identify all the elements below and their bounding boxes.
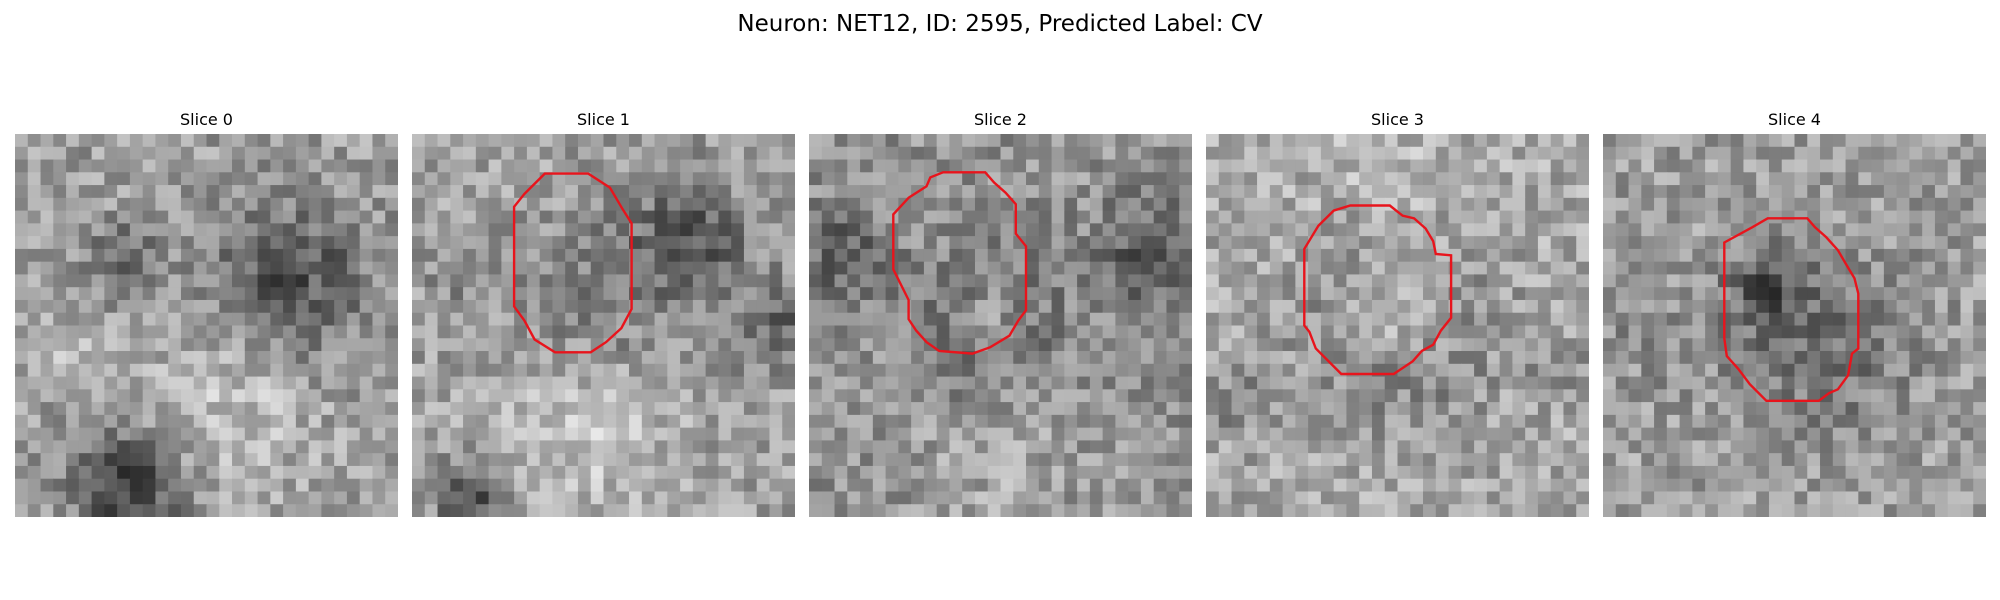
slice-panel-2: Slice 2 [809, 110, 1192, 517]
figure-title: Neuron: NET12, ID: 2595, Predicted Label… [737, 11, 1263, 37]
segmentation-contour [892, 171, 1028, 355]
pixel-grid [1603, 134, 1986, 517]
segmentation-contour [1303, 204, 1453, 376]
slice-panel-3: Slice 3 [1206, 110, 1589, 517]
slice-panel-4: Slice 4 [1603, 110, 1986, 517]
slice-title-2: Slice 2 [974, 110, 1027, 129]
slice-title-0: Slice 0 [180, 110, 233, 129]
segmentation-contour [1723, 217, 1860, 402]
slice-image-3 [1206, 134, 1589, 517]
slice-image-0 [15, 134, 398, 517]
slice-title-4: Slice 4 [1768, 110, 1821, 129]
pixel-grid [809, 134, 1192, 517]
slice-panel-0: Slice 0 [15, 110, 398, 517]
slice-title-1: Slice 1 [577, 110, 630, 129]
slice-panel-1: Slice 1 [412, 110, 795, 517]
segmentation-contour [512, 172, 633, 354]
pixel-grid [412, 134, 795, 517]
slice-image-2 [809, 134, 1192, 517]
pixel-grid [1206, 134, 1589, 517]
slice-image-4 [1603, 134, 1986, 517]
pixel-grid [15, 134, 398, 517]
slice-image-1 [412, 134, 795, 517]
slice-title-3: Slice 3 [1371, 110, 1424, 129]
